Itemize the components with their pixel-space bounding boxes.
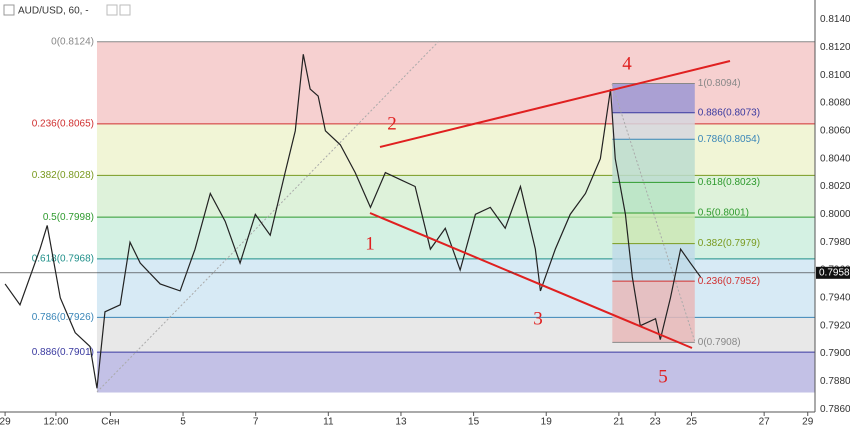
x-tick-label: 27 bbox=[759, 417, 771, 428]
y-tick-label: 0.8140 bbox=[820, 14, 850, 25]
x-tick-label: 11 bbox=[323, 417, 334, 428]
y-tick-label: 0.8080 bbox=[820, 98, 850, 109]
y-tick-label: 0.7900 bbox=[820, 348, 850, 359]
last-price-box bbox=[816, 266, 850, 279]
fib-label: 0.236(0.8065) bbox=[32, 119, 94, 130]
y-tick-label: 0.8100 bbox=[820, 70, 850, 81]
fib-band bbox=[96, 41, 815, 124]
fib-band bbox=[612, 112, 695, 140]
time-axis-bg bbox=[0, 412, 815, 429]
fib-band bbox=[612, 182, 695, 213]
y-tick-label: 0.7880 bbox=[820, 376, 850, 387]
fib-label: 0.886(0.8073) bbox=[698, 107, 760, 118]
x-tick-label: 12:00 bbox=[43, 417, 68, 428]
x-tick-label: 29 bbox=[802, 417, 814, 428]
x-tick-label: 15 bbox=[468, 417, 480, 428]
x-tick-label: 5 bbox=[180, 417, 186, 428]
x-tick-label: 25 bbox=[686, 417, 698, 428]
fib-label: 0(0.7908) bbox=[698, 337, 741, 348]
price-line bbox=[4, 54, 702, 389]
x-tick-label: 7 bbox=[253, 417, 259, 428]
fib-band bbox=[96, 217, 815, 259]
fib-label: 0.786(0.8054) bbox=[698, 134, 760, 145]
trend-line bbox=[369, 212, 693, 349]
y-tick-label: 0.8020 bbox=[820, 181, 850, 192]
fib-band bbox=[612, 212, 695, 244]
wave-label: 3 bbox=[533, 308, 543, 329]
x-tick-label: 21 bbox=[613, 417, 625, 428]
x-tick-label: Сен bbox=[101, 417, 119, 428]
fib-band bbox=[612, 139, 695, 183]
wave-label: 5 bbox=[658, 366, 668, 387]
y-tick-label: 0.7860 bbox=[820, 404, 850, 415]
y-tick-label: 0.7940 bbox=[820, 293, 850, 304]
wave-label: 4 bbox=[622, 53, 632, 74]
x-tick-label: 19 bbox=[541, 417, 553, 428]
fib-label: 0.886(0.7901) bbox=[32, 347, 94, 358]
fib-label: 0.786(0.7926) bbox=[32, 312, 94, 323]
fib-band bbox=[96, 352, 815, 393]
fib-trend-line bbox=[96, 39, 441, 393]
fib-band bbox=[96, 123, 815, 176]
y-tick-label: 0.8060 bbox=[820, 125, 850, 136]
fib-label: 1(0.8094) bbox=[698, 78, 741, 89]
fib-label: 0.5(0.7998) bbox=[43, 212, 94, 223]
fib-trend-line bbox=[611, 83, 696, 343]
y-tick-label: 0.8120 bbox=[820, 42, 850, 53]
price-axis-bg bbox=[815, 0, 850, 429]
fib-band bbox=[96, 175, 815, 218]
fib-label: 0.5(0.8001) bbox=[698, 208, 749, 219]
x-tick-label: 13 bbox=[395, 417, 407, 428]
trend-line bbox=[379, 60, 731, 148]
fib-band bbox=[96, 317, 815, 353]
wave-label: 2 bbox=[387, 113, 397, 134]
wave-label: 1 bbox=[365, 233, 375, 254]
fib-label: 0.236(0.7952) bbox=[698, 276, 760, 287]
fib-label: 0.618(0.7968) bbox=[32, 254, 94, 265]
chart-title: AUD/USD, 60, - bbox=[18, 6, 89, 17]
fib-label: 0.382(0.7979) bbox=[698, 238, 760, 249]
fib-band bbox=[612, 83, 695, 113]
y-tick-label: 0.8000 bbox=[820, 209, 850, 220]
y-tick-label: 0.8040 bbox=[820, 153, 850, 164]
x-tick-label: 29 bbox=[0, 417, 11, 428]
fib-band bbox=[612, 243, 695, 282]
y-tick-label: 0.7920 bbox=[820, 320, 850, 331]
collapse-icon[interactable] bbox=[3, 4, 15, 16]
x-tick-label: 23 bbox=[650, 417, 662, 428]
fib-label: 0.382(0.8028) bbox=[32, 170, 94, 181]
last-price-label: 0.7958 bbox=[819, 267, 850, 278]
fib-band bbox=[612, 281, 695, 343]
fib-band bbox=[96, 258, 815, 318]
settings-icon[interactable] bbox=[106, 4, 118, 16]
settings-icon[interactable] bbox=[119, 4, 131, 16]
y-tick-label: 0.7980 bbox=[820, 237, 850, 248]
fib-label: 0.618(0.8023) bbox=[698, 177, 760, 188]
fib-label: 0(0.8124) bbox=[51, 36, 94, 47]
